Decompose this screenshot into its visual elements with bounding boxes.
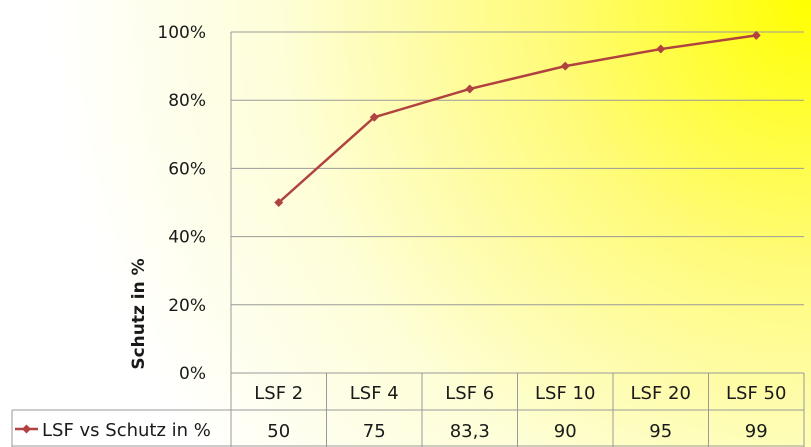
table-value: 99 [745,421,768,442]
y-tick-label: 20% [168,296,206,316]
data-point [751,30,761,40]
x-category-label: LSF 6 [445,383,494,404]
y-tick-label: 60% [168,159,206,179]
x-category-label: LSF 20 [631,383,691,404]
data-table: LSF 2 LSF 4 LSF 6 LSF 10 LSF 20 LSF 50 LSF vs … [11,372,805,447]
x-category-label: LSF 2 [254,383,303,404]
grid: 0% 20% 40% 60% 80% 100% [157,23,804,384]
y-tick-label: 0% [179,364,206,384]
series-lsf-vs-schutz [274,30,761,207]
legend-label: LSF vs Schutz in % [42,420,211,441]
series-line [277,34,757,204]
data-point [465,84,475,94]
table-value: 50 [267,421,290,442]
table-value: 95 [649,421,672,442]
table-value: 75 [363,421,386,442]
data-point [560,61,570,71]
x-category-label: LSF 4 [350,383,399,404]
x-category-label: LSF 50 [726,383,786,404]
legend-marker [22,424,31,434]
data-point [274,198,284,207]
table-value: 90 [554,421,577,442]
y-tick-label: 80% [168,91,206,111]
y-tick-label: 100% [157,23,206,43]
table-value: 83,3 [450,421,490,442]
y-tick-label: 40% [168,228,206,248]
data-point [656,44,666,54]
x-category-label: LSF 10 [535,383,595,404]
data-point [369,112,379,122]
y-axis-label: Schutz in % [129,258,149,369]
